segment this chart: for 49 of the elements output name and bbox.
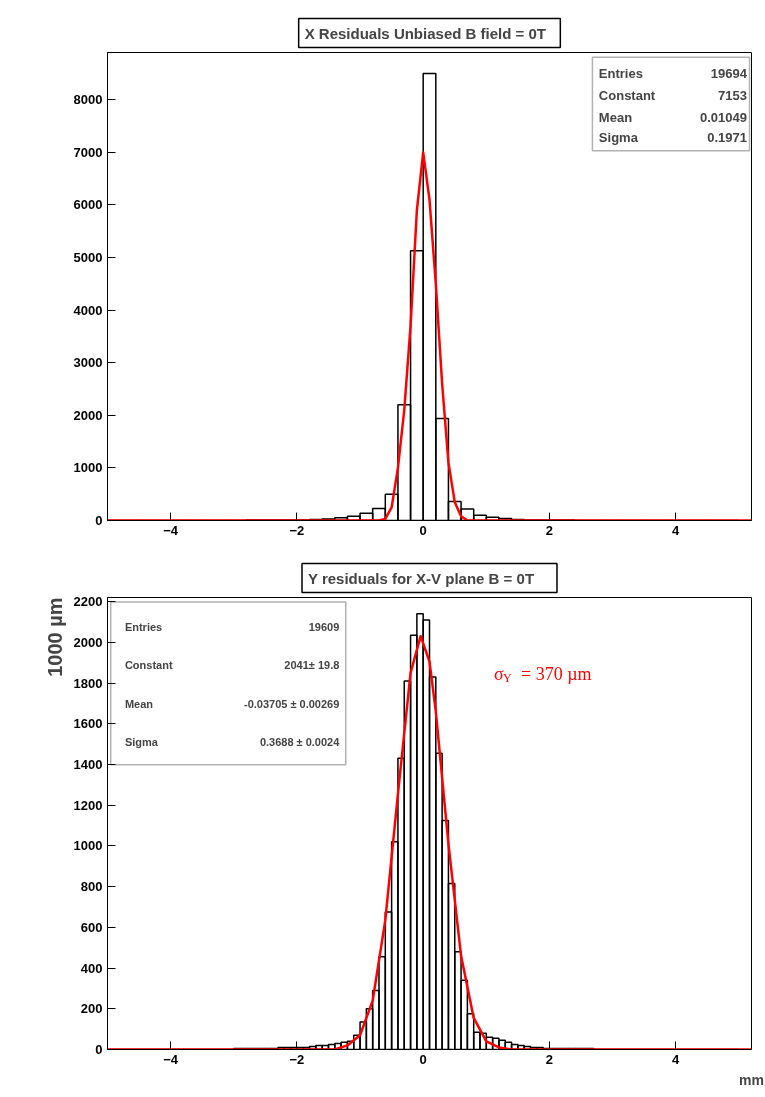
y-tick-label: 1000 [73,460,103,476]
y-tick-label: 3000 [73,355,103,371]
x-tick-label: −4 [163,522,179,538]
y-tick-label: 2000 [73,634,103,650]
y-tick-label: 1200 [73,797,103,813]
x-tick-label: 0 [419,522,427,538]
y-tick-label: 1400 [73,756,103,772]
annotation: Sigma [124,736,159,749]
y-tick-label: 600 [80,919,103,935]
y-tick-label: 5000 [73,250,103,266]
x-tick-label: −2 [289,1051,305,1067]
annotation: Entries [124,620,163,633]
annotation: 0.3688 ± 0.0024 [259,736,341,749]
y-tick-label: 2000 [73,407,103,423]
y-tick-label: 6000 [73,197,103,213]
chart-title: X Residuals Unbiased B field = 0T [304,24,546,42]
y-tick-label: 2200 [73,594,103,610]
annotation: Mean [124,697,154,710]
annotation: 19609 [308,620,340,633]
annotation: Entries [598,66,643,82]
x-tick-label: −2 [289,522,305,538]
annotation: Sigma [598,130,639,146]
x-tick-label: 0 [419,1051,427,1067]
y-tick-label: 1000 [73,838,103,854]
annotation: Constant [124,659,173,672]
y-tick-label: 8000 [73,92,103,108]
y-tick-label: 4000 [73,302,103,318]
annotation: Mean [598,109,633,125]
x-tick-label: 4 [672,1051,681,1067]
y-tick-label: 1800 [73,675,103,691]
y-tick-label: 1600 [73,716,103,732]
annotation: 7153 [718,88,747,104]
y-tick-label: 400 [80,960,103,976]
y-tick-label: 200 [80,1001,103,1017]
x-tick-label: 2 [545,1051,554,1067]
x-axis-title: mm [739,1071,764,1088]
y-tick-label: 800 [80,879,103,895]
x-tick-label: 2 [545,522,554,538]
chart-title: Y residuals for X-V plane B = 0T [308,569,535,587]
annotation: 2041± 19.8 [284,659,340,672]
x-tick-label: −4 [163,1051,179,1067]
text: 1000 µm [43,597,66,677]
annotation: 0.01049 [700,109,747,125]
annotation: -0.03705 ± 0.00269 [244,697,340,710]
annotation: 0.1971 [707,130,747,146]
x-tick-label: 4 [672,522,681,538]
annotation: Constant [598,88,656,104]
y-tick-label: 7000 [73,144,103,160]
annotation: 19694 [710,66,748,82]
